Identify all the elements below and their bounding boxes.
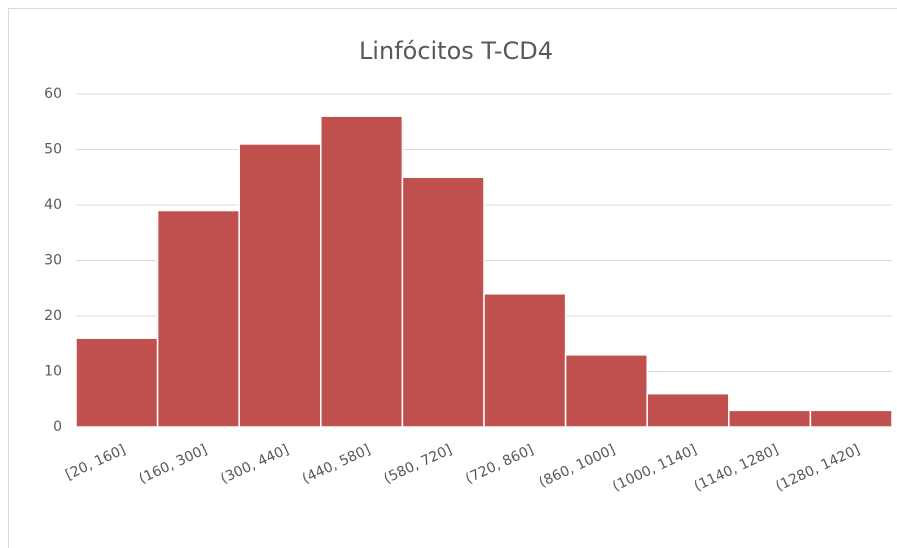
bar: [156, 209, 240, 428]
bar: [483, 293, 567, 428]
bar: [401, 176, 485, 428]
bar: [728, 409, 812, 428]
y-tick-label: 20: [44, 308, 62, 324]
bar: [75, 337, 159, 428]
y-tick-label: 40: [44, 197, 62, 213]
bar: [238, 143, 322, 428]
bar: [809, 409, 893, 428]
bar: [320, 115, 404, 428]
y-tick-label: 30: [44, 253, 62, 269]
y-tick-label: 10: [44, 364, 62, 380]
bar: [564, 354, 648, 428]
bar: [646, 392, 730, 428]
y-tick-label: 50: [44, 142, 62, 158]
y-tick-label: 60: [44, 86, 62, 102]
y-tick-label: 0: [53, 419, 62, 435]
chart-title: Linfócitos T-CD4: [359, 37, 553, 65]
